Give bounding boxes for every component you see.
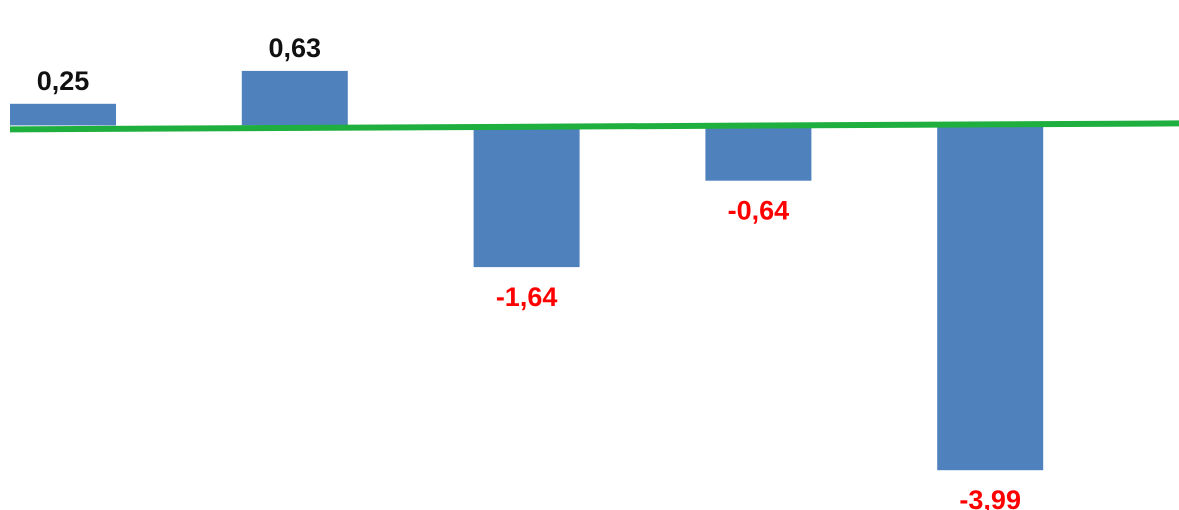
bar-3 xyxy=(473,125,580,268)
bar-2 xyxy=(241,70,348,126)
bar-group xyxy=(10,70,1044,471)
data-label-group: 0,25 0,63 -1,64 -0,64 -3,99 xyxy=(37,33,1021,510)
data-label-3: -1,64 xyxy=(496,282,558,312)
bar-4 xyxy=(705,125,812,181)
data-label-1: 0,25 xyxy=(37,66,90,96)
data-label-4: -0,64 xyxy=(728,196,790,226)
data-label-5: -3,99 xyxy=(959,485,1021,510)
zero-baseline xyxy=(9,120,1179,133)
bar-1 xyxy=(10,103,116,126)
data-label-2: 0,63 xyxy=(269,33,322,63)
bar-5 xyxy=(937,125,1044,471)
